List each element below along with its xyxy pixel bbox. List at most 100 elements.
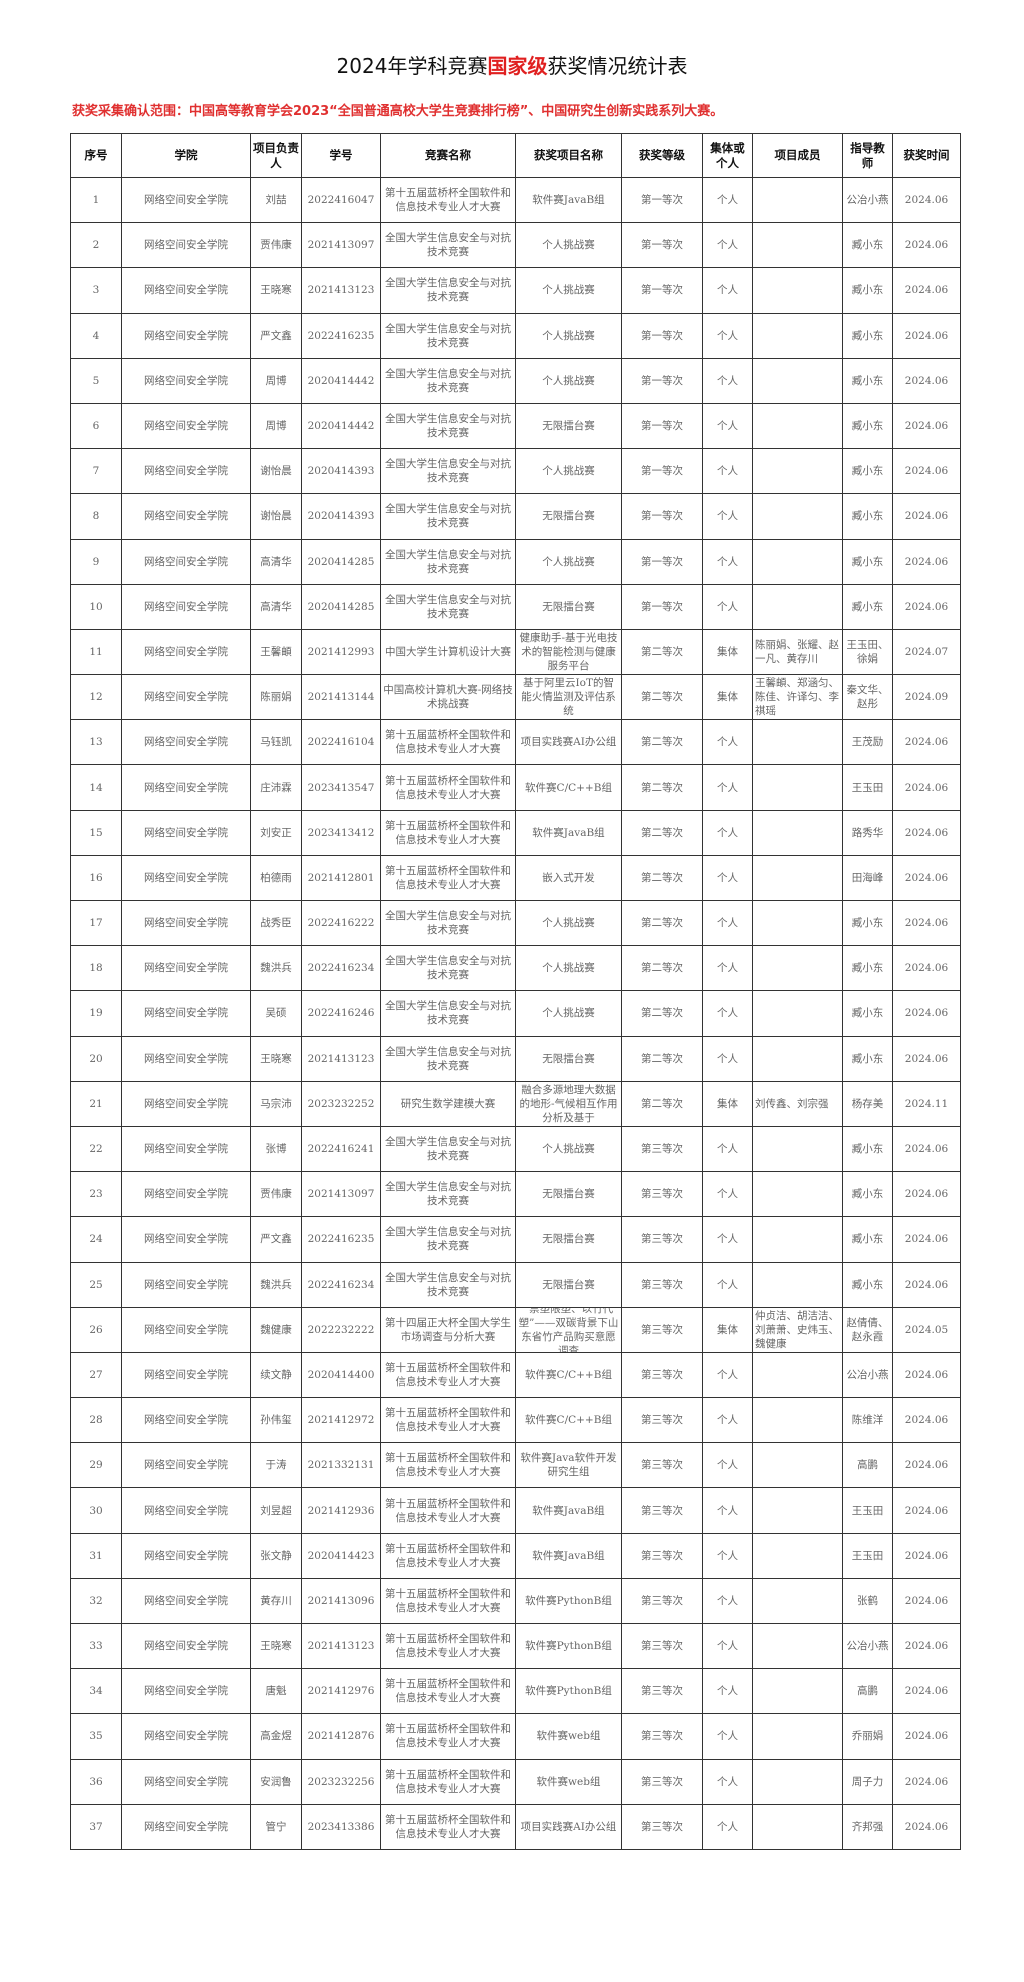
cell-text: 集体	[717, 645, 738, 658]
cell-text: 第一等次	[641, 555, 683, 568]
cell-text: 2024.09	[904, 691, 949, 704]
cell-college: 网络空间安全学院	[121, 583, 251, 630]
cell-text: 第十五届蓝桥杯全国软件和信息技术专业人才大赛	[385, 1633, 511, 1660]
cell-text: 网络空间安全学院	[144, 555, 228, 568]
cell-text: 第十五届蓝桥杯全国软件和信息技术专业人才大赛	[385, 1587, 511, 1614]
cell-project: 个人挑战赛	[515, 267, 622, 314]
table-row: 24 网络空间安全学院 严文鑫 2022416235 全国大学生信息安全与对抗技术竞赛 无…	[70, 1216, 961, 1263]
cell-text: 王玉田	[851, 1549, 884, 1562]
cell-text: 臧小东	[851, 420, 884, 433]
cell-members	[752, 1442, 843, 1489]
cell-award-date: 2024.06	[892, 538, 961, 585]
cell-project: 软件赛PythonB组	[515, 1668, 622, 1715]
cell-text: 网络空间安全学院	[144, 1504, 228, 1517]
cell-group-or-individual: 个人	[702, 493, 753, 540]
cell-text: 第一等次	[641, 600, 683, 613]
table-row: 3 网络空间安全学院 王晓寒 2021413123 全国大学生信息安全与对抗技术竞赛 个人…	[70, 267, 961, 314]
cell-members	[752, 1622, 843, 1670]
cell-text: 15	[89, 826, 103, 839]
cell-leader: 王晓寒	[250, 1622, 302, 1670]
cell-group-or-individual: 个人	[702, 1532, 753, 1579]
cell-text: 2022232222	[307, 1323, 375, 1336]
cell-text: 全国大学生信息安全与对抗技术竞赛	[385, 503, 511, 530]
cell-text: 王晓寒	[260, 284, 292, 297]
cell-group-or-individual: 个人	[702, 1758, 753, 1805]
cell-text: 个人	[717, 284, 738, 297]
cell-text: 网络空间安全学院	[144, 1549, 228, 1562]
cell-college: 网络空间安全学院	[121, 1442, 251, 1489]
cell-advisor: 秦文华、赵彤	[842, 674, 893, 721]
cell-student-id: 2022416234	[301, 1261, 381, 1308]
cell-text: 第三等次	[641, 1504, 683, 1517]
cell-text: 杨存美	[851, 1097, 884, 1110]
cell-student-id: 2021412801	[301, 854, 381, 902]
cell-text: 第三等次	[641, 1640, 683, 1653]
cell-text: 个人挑战赛	[542, 1007, 595, 1020]
cell-advisor: 路秀华	[842, 809, 893, 856]
cell-text: 高清华	[260, 600, 292, 613]
cell-text: 2024.06	[904, 1007, 949, 1020]
cell-award-date: 2024.06	[892, 1668, 961, 1715]
cell-text: 柏德雨	[260, 871, 292, 884]
cell-text: 臧小东	[851, 465, 884, 478]
cell-index: 14	[70, 764, 122, 811]
cell-text: 陈维洋	[851, 1414, 884, 1427]
header-award-date: 获奖时间	[892, 133, 961, 178]
cell-leader: 谢怡晨	[250, 493, 302, 540]
cell-text: 第十五届蓝桥杯全国软件和信息技术专业人才大赛	[385, 1678, 511, 1705]
cell-text: 高鹏	[857, 1459, 878, 1472]
cell-members	[752, 1351, 843, 1399]
cell-text: 软件赛JavaB组	[532, 1549, 605, 1562]
cell-award-date: 2024.06	[892, 222, 961, 269]
cell-index: 2	[70, 222, 122, 269]
cell-group-or-individual: 集体	[702, 674, 753, 721]
cell-text: 软件赛JavaB组	[532, 194, 605, 207]
cell-text: 网络空间安全学院	[144, 826, 228, 839]
cell-members	[752, 1397, 843, 1444]
cell-leader: 柏德雨	[250, 854, 302, 902]
cell-project: 软件赛Java软件开发研究生组	[515, 1442, 622, 1489]
cell-text: 魏洪兵	[260, 1278, 292, 1291]
cell-award-date: 2024.06	[892, 312, 961, 359]
cell-text: 个人挑战赛	[542, 555, 595, 568]
cell-award-level: 第三等次	[621, 1758, 703, 1805]
cell-competition: 第十五届蓝桥杯全国软件和信息技术专业人才大赛	[380, 1397, 516, 1444]
cell-text: 软件赛JavaB组	[532, 826, 605, 839]
cell-college: 网络空间安全学院	[121, 267, 251, 314]
cell-competition: 全国大学生信息安全与对抗技术竞赛	[380, 267, 516, 314]
cell-text: 陈丽娟、张耀、赵一凡、黄存川	[755, 638, 839, 665]
cell-text: 软件赛C/C++B组	[525, 781, 612, 794]
cell-text: 第三等次	[641, 1323, 683, 1336]
cell-text: 28	[89, 1414, 103, 1427]
cell-text: 2021413123	[307, 284, 375, 297]
cell-text: 个人	[717, 1459, 738, 1472]
cell-text: 2024.06	[904, 1504, 949, 1517]
cell-text: 2024.06	[904, 1278, 949, 1291]
cell-text: 第一等次	[641, 420, 683, 433]
cell-leader: 魏洪兵	[250, 1261, 302, 1308]
cell-text: 全国大学生信息安全与对抗技术竞赛	[385, 322, 511, 349]
cell-award-date: 2024.06	[892, 583, 961, 630]
cell-college: 网络空间安全学院	[121, 1306, 251, 1353]
cell-text: 个人挑战赛	[542, 917, 595, 930]
cell-project: 软件赛JavaB组	[515, 1487, 622, 1534]
cell-college: 网络空间安全学院	[121, 764, 251, 811]
cell-project: 个人挑战赛	[515, 222, 622, 269]
table-row: 32 网络空间安全学院 黄存川 2021413096 第十五届蓝桥杯全国软件和信息技术专…	[70, 1577, 961, 1625]
cell-index: 13	[70, 719, 122, 766]
cell-index: 20	[70, 1035, 122, 1082]
cell-text: 软件赛JavaB组	[532, 1504, 605, 1517]
cell-award-level: 第二等次	[621, 1080, 703, 1127]
cell-text: 网络空间安全学院	[144, 1097, 228, 1110]
cell-text: 26	[89, 1323, 103, 1336]
cell-text: 魏洪兵	[260, 962, 292, 975]
cell-student-id: 2021332131	[301, 1442, 381, 1489]
cell-text: 臧小东	[851, 329, 884, 342]
cell-members	[752, 764, 843, 811]
cell-text: 网络空间安全学院	[144, 1368, 228, 1381]
cell-leader: 魏洪兵	[250, 945, 302, 992]
table-row: 20 网络空间安全学院 王晓寒 2021413123 全国大学生信息安全与对抗技术竞赛 无…	[70, 1035, 961, 1082]
awards-table: 序号 学院 项目负责人 学号 竞赛名称 获奖项目名称 获奖等级 集体或个人 项目成员 指导教师 获奖…	[70, 133, 961, 1850]
cell-text: 软件赛PythonB组	[525, 1640, 612, 1653]
cell-text: 王茂励	[851, 736, 884, 749]
